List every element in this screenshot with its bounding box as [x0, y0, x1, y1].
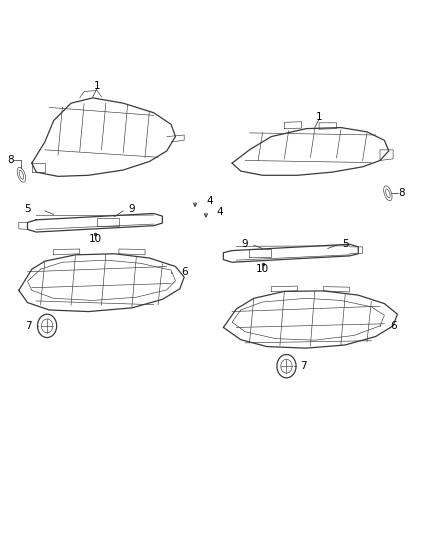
Text: 6: 6 [390, 321, 396, 331]
Text: 9: 9 [242, 239, 248, 249]
Text: 1: 1 [94, 81, 100, 91]
Text: 8: 8 [399, 188, 405, 198]
Text: 5: 5 [24, 204, 31, 214]
Text: 9: 9 [129, 204, 135, 214]
Text: 10: 10 [88, 234, 102, 244]
Text: 1: 1 [316, 112, 322, 122]
Text: 4: 4 [217, 207, 223, 217]
Text: 5: 5 [342, 239, 349, 249]
Text: 4: 4 [206, 196, 212, 206]
Text: 7: 7 [300, 361, 307, 371]
Text: 8: 8 [7, 156, 14, 165]
Text: 10: 10 [256, 264, 269, 274]
Text: 6: 6 [181, 267, 187, 277]
Text: 7: 7 [25, 321, 32, 331]
